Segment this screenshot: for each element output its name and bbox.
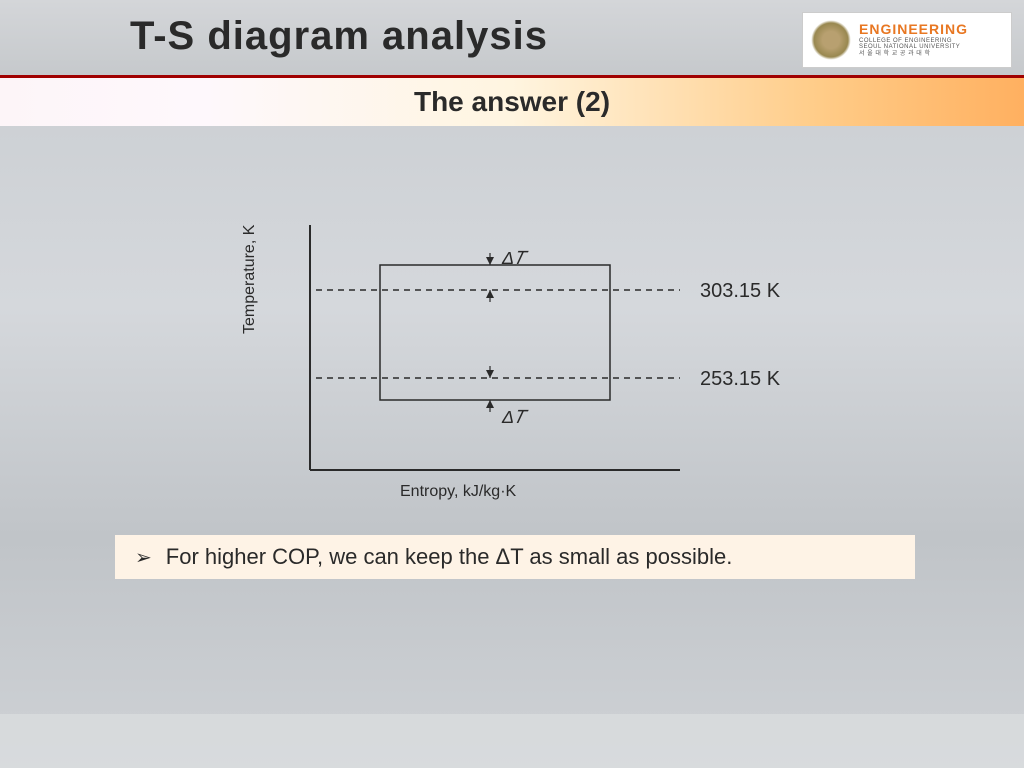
arrow-top-down-head [486, 257, 494, 265]
logo-main-text: ENGINEERING [859, 22, 968, 37]
university-logo: ENGINEERING COLLEGE OF ENGINEERING SEOUL… [802, 12, 1012, 68]
x-axis-label: Entropy, kJ/kg·K [400, 483, 516, 501]
conclusion-box: ➢ For higher COP, we can keep the ΔT as … [115, 535, 915, 579]
conclusion-text: For higher COP, we can keep the ΔT as sm… [166, 544, 733, 570]
logo-emblem-icon [811, 20, 851, 60]
delta-t-bottom-label: Δ𝑇 [501, 407, 529, 427]
arrow-bot-down-head [486, 370, 494, 378]
logo-sub1: COLLEGE OF ENGINEERING [859, 38, 968, 45]
logo-sub3: 서 울 대 학 교 공 과 대 학 [859, 51, 968, 58]
y-axis-label: Temperature, K [241, 225, 259, 334]
subtitle-bar: The answer (2) [0, 78, 1024, 126]
logo-sub2: SEOUL NATIONAL UNIVERSITY [859, 44, 968, 51]
ts-diagram: Δ𝑇 Δ𝑇 Temperature, K Entropy, kJ/kg·K [280, 225, 780, 505]
subtitle-text: The answer (2) [414, 86, 610, 118]
delta-t-top-label: Δ𝑇 [501, 248, 529, 268]
arrow-top-up-head [486, 290, 494, 298]
logo-text-block: ENGINEERING COLLEGE OF ENGINEERING SEOUL… [859, 22, 968, 57]
arrow-bot-up-head [486, 400, 494, 408]
temp-low-label: 253.15 K [700, 368, 780, 391]
page-title: T-S diagram analysis [130, 14, 548, 59]
header-bar: T-S diagram analysis ENGINEERING COLLEGE… [0, 0, 1024, 78]
temp-high-label: 303.15 K [700, 280, 780, 303]
bullet-icon: ➢ [135, 545, 152, 570]
diagram-svg: Δ𝑇 Δ𝑇 [280, 225, 780, 505]
cycle-rectangle [380, 265, 610, 400]
footer-bar [0, 714, 1024, 768]
